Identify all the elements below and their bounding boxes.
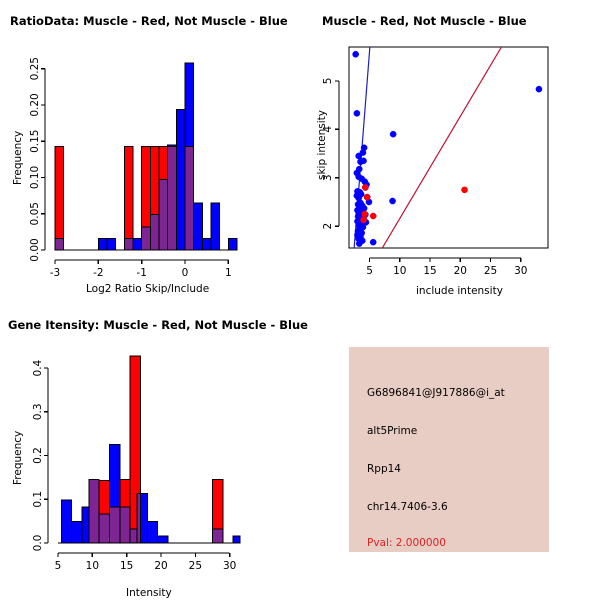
- x-axis-tick-label: 15: [423, 265, 436, 277]
- histogram-bar-not-muscle: [210, 202, 221, 251]
- y-axis-tick-label: 4: [322, 126, 334, 133]
- x-axis-tick-label: 5: [55, 560, 62, 572]
- info-gene-symbol: Rpp14: [367, 463, 401, 475]
- histogram-bar-overlap: [98, 513, 111, 544]
- gene-intensity-canvas: 5 10 15 20 25 30 0.0 0.1 0.2 0.3 0.4: [32, 355, 241, 572]
- scatter-point-not-muscle: [389, 130, 397, 138]
- red-fit-line: [381, 47, 502, 248]
- x-axis-tick-label: -1: [136, 267, 146, 279]
- ratio-histogram-x-axis-label: Log2 Ratio Skip/Include: [86, 283, 210, 295]
- histogram-bar-overlap: [149, 213, 160, 251]
- histogram-bar-overlap: [109, 506, 121, 544]
- y-axis-tick-label: 0.00: [29, 238, 41, 261]
- scatter-point-muscle: [461, 186, 468, 194]
- info-probe-id: G6896841@J917886@i_at: [367, 387, 505, 399]
- gene-intensity-histogram-panel: Gene Itensity: Muscle - Red, Not Muscle …: [0, 300, 308, 600]
- scatter-point-not-muscle: [369, 238, 377, 246]
- x-axis-tick-label: 30: [514, 265, 527, 277]
- histogram-bar-not-muscle: [71, 521, 83, 544]
- histogram-bar-not-muscle: [60, 499, 73, 544]
- y-axis-tick-label: 0.0: [32, 535, 44, 552]
- gene-info-box: G6896841@J917886@i_at alt5Prime Rpp14 ch…: [349, 347, 549, 552]
- scatter-point-not-muscle: [357, 158, 364, 166]
- scatter-point-muscle: [360, 216, 367, 224]
- histogram-bar-muscle: [54, 145, 65, 251]
- y-axis-tick-label: 0.05: [29, 202, 41, 225]
- x-axis-tick-label: 5: [366, 265, 373, 277]
- histogram-bar-muscle: [123, 145, 134, 251]
- gene-intensity-x-axis-label: Intensity: [126, 587, 172, 599]
- x-axis-tick-label: 30: [223, 560, 236, 572]
- info-event-type: alt5Prime: [367, 425, 418, 437]
- histogram-bar-not-muscle: [132, 237, 143, 251]
- histogram-bar-not-muscle: [157, 535, 169, 544]
- scatter-point-muscle: [362, 184, 369, 191]
- scatter-point-muscle: [361, 210, 369, 218]
- histogram-bar-overlap: [88, 479, 100, 544]
- x-axis-tick-label: -3: [50, 267, 60, 279]
- x-axis-tick-label: 20: [454, 265, 467, 277]
- scatter-point-not-muscle: [352, 50, 359, 58]
- histogram-bar-not-muscle: [227, 237, 238, 251]
- scatter-canvas: 5 10 15 20 25 30 2 3 4 5: [322, 46, 549, 277]
- x-axis-tick-label: 10: [393, 265, 406, 277]
- scatter-point-muscle: [369, 212, 377, 220]
- x-axis-tick-label: 25: [189, 560, 202, 572]
- scatter-point-not-muscle: [355, 152, 362, 160]
- histogram-bar-overlap: [167, 145, 177, 251]
- gene-intensity-histogram-title: Gene Itensity: Muscle - Red, Not Muscle …: [8, 318, 308, 332]
- y-axis-tick-label: 0.1: [32, 491, 44, 508]
- scatter-x-axis-label: include intensity: [416, 285, 503, 297]
- info-locus: chr14.7406-3.6: [367, 501, 448, 513]
- histogram-bar-overlap: [141, 226, 151, 251]
- histogram-bar-not-muscle: [146, 521, 159, 544]
- y-axis-tick-label: 0.2: [32, 447, 44, 464]
- scatter-title: Muscle - Red, Not Muscle - Blue: [322, 14, 527, 28]
- scatter-plot-frame: [348, 46, 549, 249]
- scatter-point-muscle: [363, 193, 371, 201]
- histogram-bar-not-muscle: [106, 237, 117, 251]
- y-axis-tick-label: 0.4: [32, 359, 44, 376]
- y-axis-tick-label: 0.25: [29, 57, 41, 80]
- histogram-bar-not-muscle: [175, 108, 186, 251]
- y-axis-tick-label: 5: [322, 78, 334, 85]
- histogram-bar-overlap: [158, 179, 169, 251]
- histogram-bar-not-muscle: [201, 237, 212, 251]
- y-axis-tick-label: 2: [322, 223, 334, 230]
- y-axis-tick-label: 3: [322, 174, 334, 181]
- scatter-point-not-muscle: [389, 197, 396, 205]
- x-axis-tick-label: 0: [182, 267, 189, 279]
- ratio-histogram-title: RatioData: Muscle - Red, Not Muscle - Bl…: [10, 14, 288, 28]
- y-axis-tick-label: 0.10: [29, 166, 41, 189]
- scatter-panel: Muscle - Red, Not Muscle - Blue skip int…: [300, 0, 600, 300]
- histogram-bar-overlap: [119, 506, 131, 544]
- y-axis-tick-label: 0.3: [32, 403, 44, 420]
- histogram-bar-not-muscle: [232, 535, 241, 544]
- scatter-point-not-muscle: [355, 240, 363, 247]
- y-axis-tick-label: 0.20: [29, 93, 41, 116]
- histogram-bar-overlap: [212, 528, 224, 544]
- x-axis-tick-label: -2: [93, 267, 103, 279]
- scatter-point-not-muscle: [353, 110, 361, 117]
- x-axis-tick-label: 1: [225, 267, 232, 279]
- x-axis-tick-label: 15: [120, 560, 133, 572]
- histogram-bar-overlap: [123, 237, 134, 251]
- histogram-bar-not-muscle: [193, 202, 203, 251]
- info-pval: Pval: 2.000000: [367, 537, 446, 549]
- x-axis-tick-label: 20: [154, 560, 167, 572]
- x-axis-tick-label: 25: [484, 265, 497, 277]
- scatter-content: [352, 47, 543, 248]
- ratio-histogram-panel: RatioData: Muscle - Red, Not Muscle - Bl…: [0, 0, 300, 300]
- histogram-bar-overlap: [136, 493, 141, 544]
- x-axis-tick-label: 10: [86, 560, 99, 572]
- histogram-bar-overlap: [54, 237, 65, 251]
- ratio-histogram-canvas: -3 -2 -1 0 1 0.00 0.05 0.10 0.15 0.20 0.25: [29, 57, 238, 279]
- scatter-point-not-muscle: [535, 85, 543, 93]
- y-axis-tick-label: 0.15: [29, 130, 41, 153]
- histogram-bar-not-muscle: [97, 237, 108, 251]
- histogram-bar-overlap: [184, 145, 195, 251]
